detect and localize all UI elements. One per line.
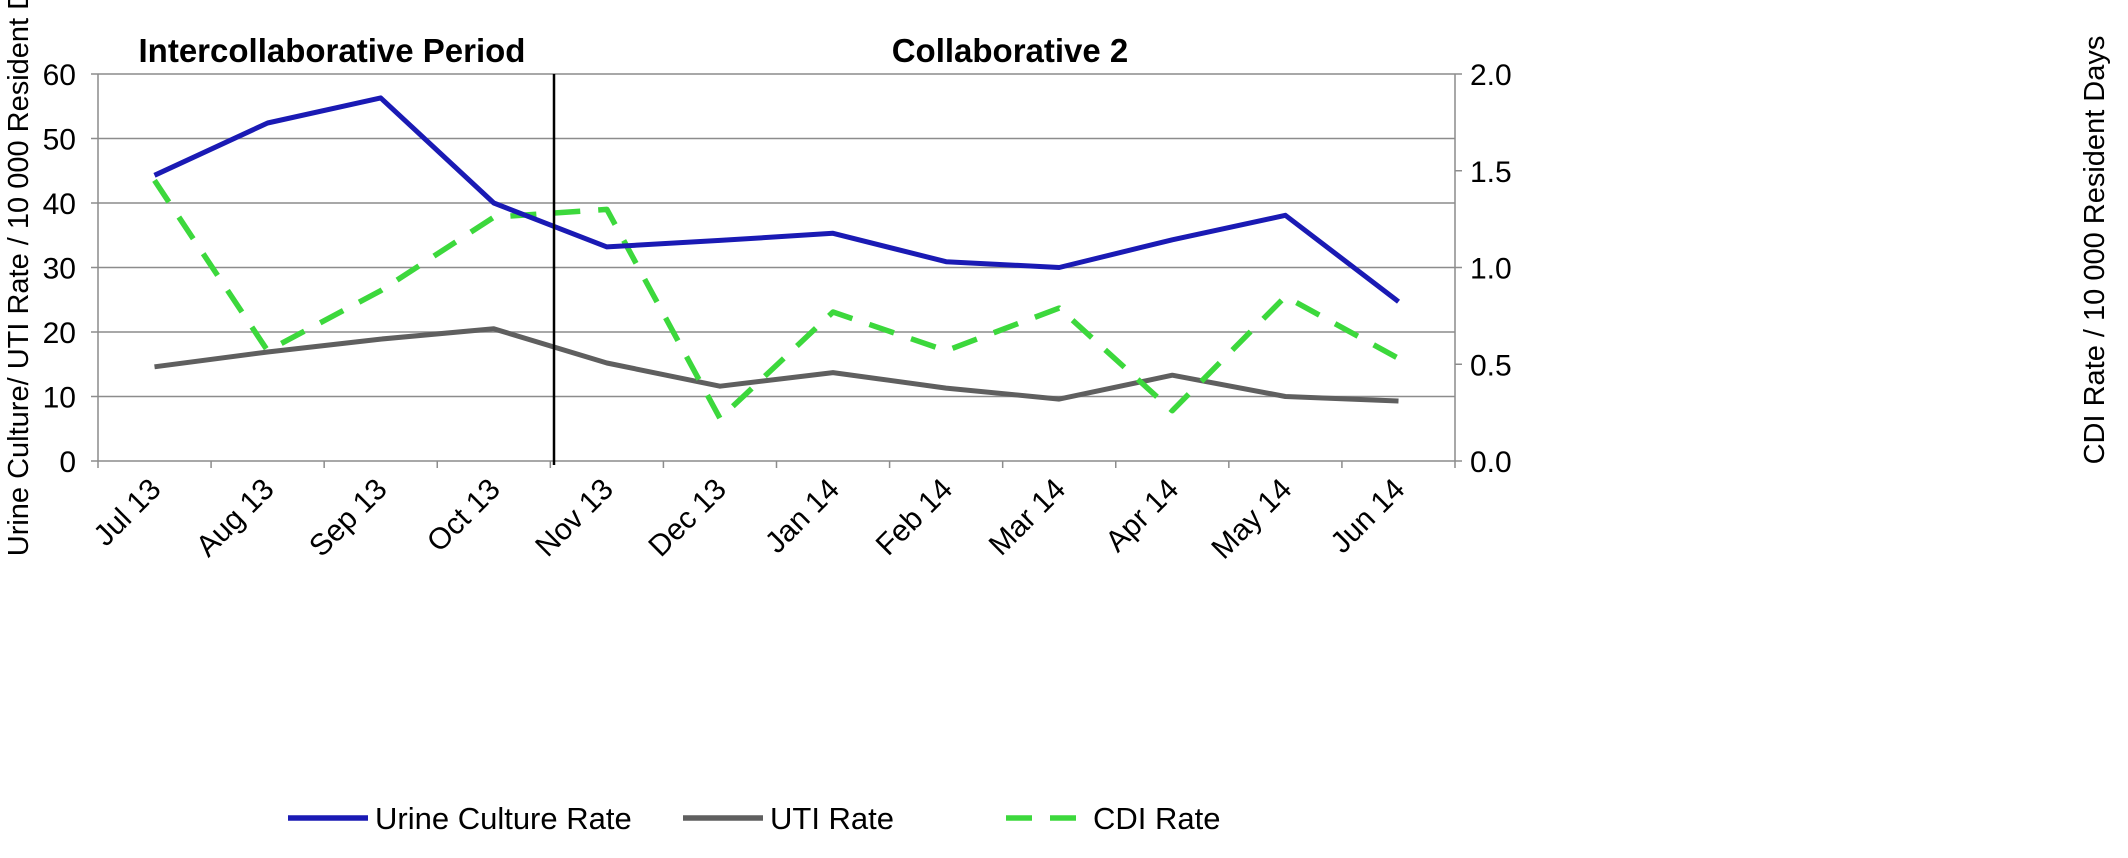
series-layer <box>152 95 1401 422</box>
x-tick-label: Jul 13 <box>88 473 168 553</box>
legend-label: UTI Rate <box>770 801 894 836</box>
x-tick-label: Dec 13 <box>642 473 733 564</box>
left-tick-label: 40 <box>43 188 76 221</box>
series-line-uti-rate <box>154 326 1399 404</box>
left-tick-label: 50 <box>43 124 76 157</box>
left-tick-label: 0 <box>59 446 76 479</box>
x-tick-label: Apr 14 <box>1099 473 1185 559</box>
x-tick-label: Feb 14 <box>870 473 959 562</box>
right-tick-label: 1.5 <box>1470 156 1512 189</box>
x-tick-label: Oct 13 <box>421 473 507 559</box>
left-axis-ticks: 0 10 20 30 40 50 60 <box>43 59 76 479</box>
x-tick-label: Nov 13 <box>529 473 620 564</box>
axes <box>91 73 1462 468</box>
x-tick-label: Aug 13 <box>190 473 281 564</box>
legend-label: CDI Rate <box>1093 801 1220 836</box>
legend: Urine Culture Rate UTI Rate CDI Rate <box>288 801 1220 836</box>
gridlines <box>98 73 1455 398</box>
left-axis-title: Urine Culture/ UTI Rate / 10 000 Residen… <box>3 0 35 556</box>
period-label-collaborative-2: Collaborative 2 <box>892 32 1129 69</box>
left-tick-label: 20 <box>43 317 76 350</box>
right-axis-ticks: 0.0 0.5 1.0 1.5 2.0 <box>1470 59 1512 479</box>
right-tick-label: 2.0 <box>1470 59 1512 92</box>
left-tick-label: 60 <box>43 59 76 92</box>
right-tick-label: 0.0 <box>1470 446 1512 479</box>
x-tick-label: Mar 14 <box>983 473 1072 562</box>
x-tick-label: Sep 13 <box>303 473 394 564</box>
x-tick-label: Jun 14 <box>1324 473 1411 560</box>
left-tick-label: 30 <box>43 253 76 286</box>
legend-label: Urine Culture Rate <box>375 801 632 836</box>
series-line-cdi-rate <box>152 178 1400 422</box>
x-tick-label: Jan 14 <box>759 473 846 560</box>
right-tick-label: 1.0 <box>1470 253 1512 286</box>
x-tick-label: May 14 <box>1205 473 1298 566</box>
right-tick-label: 0.5 <box>1470 349 1512 382</box>
x-axis-ticks: Jul 13 Aug 13 Sep 13 Oct 13 Nov 13 Dec 13 Jan … <box>88 473 1412 566</box>
right-axis-title: CDI Rate / 10 000 Resident Days <box>2079 36 2111 465</box>
left-tick-label: 10 <box>43 382 76 415</box>
series-line-urine-culture-rate <box>153 95 1401 304</box>
period-label-intercollaborative: Intercollaborative Period <box>139 32 526 69</box>
